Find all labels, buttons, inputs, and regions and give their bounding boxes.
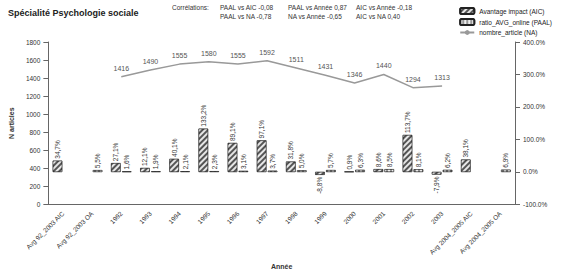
svg-text:3,1%: 3,1%: [240, 154, 247, 169]
svg-text:Spécialité Psychologie sociale: Spécialité Psychologie sociale: [8, 8, 139, 18]
svg-text:1346: 1346: [347, 71, 363, 78]
svg-text:2,3%: 2,3%: [211, 154, 218, 169]
svg-text:0: 0: [37, 201, 41, 208]
svg-text:Corrélations:: Corrélations:: [172, 4, 209, 11]
svg-text:Avantage impact (AIC): Avantage impact (AIC): [479, 8, 544, 16]
svg-text:1992: 1992: [109, 210, 124, 225]
svg-text:200.0%: 200.0%: [523, 103, 545, 110]
svg-text:1511: 1511: [289, 56, 304, 63]
svg-text:8,1%: 8,1%: [415, 152, 422, 167]
svg-text:100.0%: 100.0%: [523, 136, 545, 143]
svg-text:1999: 1999: [313, 210, 328, 225]
svg-text:1998: 1998: [284, 210, 299, 225]
svg-text:0.0%: 0.0%: [523, 168, 538, 175]
svg-text:0,9%: 0,9%: [346, 155, 353, 170]
svg-text:1592: 1592: [259, 49, 275, 56]
svg-text:31,8%: 31,8%: [287, 141, 294, 160]
svg-text:1800: 1800: [26, 39, 41, 46]
svg-text:2002: 2002: [400, 210, 415, 225]
svg-text:Avg 2004_2005 AIC: Avg 2004_2005 AIC: [428, 210, 474, 256]
svg-text:1555: 1555: [230, 52, 246, 59]
svg-text:400: 400: [30, 165, 41, 172]
svg-text:400.0%: 400.0%: [523, 39, 545, 46]
svg-text:6,9%: 6,9%: [502, 153, 509, 168]
svg-text:1200: 1200: [26, 93, 41, 100]
svg-text:1,9%: 1,9%: [152, 154, 159, 169]
svg-text:ratio_AVG_online (PAAL): ratio_AVG_online (PAAL): [479, 19, 552, 27]
svg-text:1431: 1431: [318, 63, 334, 70]
svg-text:27,1%: 27,1%: [112, 143, 119, 162]
svg-text:2003: 2003: [429, 210, 444, 225]
svg-text:-8,8%: -8,8%: [316, 177, 323, 194]
svg-text:200: 200: [30, 183, 41, 190]
svg-text:5,0%: 5,0%: [298, 153, 305, 168]
svg-text:2,1%: 2,1%: [182, 154, 189, 169]
svg-text:1440: 1440: [376, 62, 392, 69]
svg-text:PAAL vs NA -0,78: PAAL vs NA -0,78: [220, 13, 272, 20]
svg-text:1600: 1600: [26, 57, 41, 64]
svg-text:1490: 1490: [143, 58, 159, 65]
svg-text:-7,9%: -7,9%: [433, 176, 440, 193]
svg-text:2000: 2000: [342, 210, 357, 225]
svg-text:38,1%: 38,1%: [462, 139, 469, 158]
svg-text:Avg 92_2003 AIC: Avg 92_2003 AIC: [24, 210, 66, 251]
svg-text:6,2%: 6,2%: [444, 153, 451, 168]
svg-text:5,7%: 5,7%: [327, 153, 334, 168]
svg-text:1995: 1995: [196, 210, 211, 225]
svg-text:12,1%: 12,1%: [141, 147, 148, 166]
svg-text:300.0%: 300.0%: [523, 71, 545, 78]
svg-text:34,7%: 34,7%: [54, 140, 61, 159]
svg-text:1400: 1400: [26, 75, 41, 82]
svg-text:600: 600: [30, 147, 41, 154]
svg-text:1416: 1416: [113, 65, 129, 72]
svg-text:Avg 2004_2005 OA: Avg 2004_2005 OA: [458, 210, 504, 256]
svg-text:1994: 1994: [167, 210, 182, 225]
svg-text:1993: 1993: [138, 210, 153, 225]
svg-text:1580: 1580: [201, 50, 217, 57]
svg-text:133,2%: 133,2%: [200, 104, 207, 126]
svg-text:1000: 1000: [26, 111, 41, 118]
svg-text:800: 800: [30, 129, 41, 136]
svg-text:1996: 1996: [225, 210, 240, 225]
svg-text:AIC vs Année -0,18: AIC vs Année -0,18: [356, 4, 412, 11]
svg-text:NA vs Année -0,65: NA vs Année -0,65: [288, 13, 342, 20]
svg-text:1,6%: 1,6%: [123, 154, 130, 169]
svg-text:8,5%: 8,5%: [386, 152, 393, 167]
svg-text:N articles: N articles: [8, 107, 15, 139]
svg-text:8,6%: 8,6%: [375, 152, 382, 167]
svg-text:PAAL vs Année 0,87: PAAL vs Année 0,87: [288, 4, 347, 11]
svg-text:1294: 1294: [405, 76, 421, 83]
svg-text:3,7%: 3,7%: [269, 154, 276, 169]
svg-text:2001: 2001: [371, 210, 386, 225]
svg-text:PAAL vs AIC -0,08: PAAL vs AIC -0,08: [220, 4, 273, 11]
svg-text:97,1%: 97,1%: [258, 120, 265, 139]
svg-text:1555: 1555: [172, 52, 188, 59]
svg-text:89,1%: 89,1%: [229, 122, 236, 141]
svg-text:40,1%: 40,1%: [171, 138, 178, 157]
svg-text:-100.0%: -100.0%: [523, 201, 547, 208]
svg-text:113,7%: 113,7%: [404, 111, 411, 133]
svg-text:Année: Année: [271, 263, 293, 270]
svg-text:Avg 92_2003 OA: Avg 92_2003 OA: [55, 209, 96, 250]
svg-text:5,5%: 5,5%: [94, 153, 101, 168]
svg-text:nombre_article (NA): nombre_article (NA): [479, 29, 537, 37]
svg-text:1313: 1313: [434, 74, 450, 81]
svg-text:AIC vs NA 0,40: AIC vs NA 0,40: [356, 13, 400, 20]
svg-text:1997: 1997: [254, 210, 269, 225]
svg-text:6,3%: 6,3%: [357, 153, 364, 168]
